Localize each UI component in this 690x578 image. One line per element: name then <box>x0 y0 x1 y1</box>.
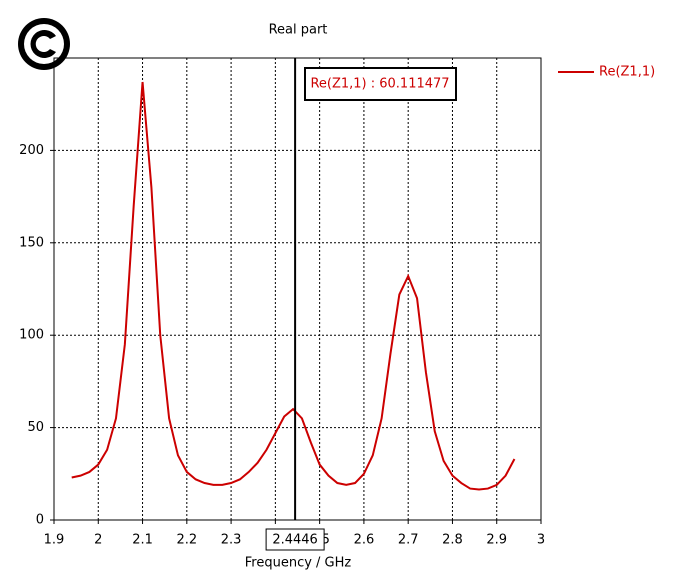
legend-label: Re(Z1,1) <box>599 65 655 80</box>
y-tick-label: 0 <box>36 513 44 528</box>
x-tick-label: 2.2 <box>176 533 197 548</box>
x-tick-label: 3 <box>537 533 545 548</box>
y-tick-label: 200 <box>19 143 44 158</box>
x-tick-label: 2 <box>94 533 102 548</box>
x-tick-label: 2.7 <box>398 533 419 548</box>
y-tick-label: 150 <box>19 235 44 250</box>
series-line <box>71 81 516 491</box>
x-axis-label: Frequency / GHz <box>245 556 352 571</box>
x-tick-label: 2.9 <box>486 533 507 548</box>
logo <box>18 18 70 70</box>
annotation: Re(Z1,1) : 60.111477 <box>310 77 449 92</box>
y-tick-label: 50 <box>27 420 44 435</box>
x-tick-label: 2.3 <box>221 533 242 548</box>
marker-label: 2.4446 <box>272 533 318 548</box>
x-tick-label: 2.6 <box>354 533 375 548</box>
marker-label-box <box>265 528 325 551</box>
x-tick-label: 1.9 <box>44 533 65 548</box>
y-tick-label: 100 <box>19 328 44 343</box>
chart-title: Real part <box>269 23 328 38</box>
annotation-box <box>304 67 457 101</box>
x-tick-label: 2.8 <box>442 533 463 548</box>
plot-area <box>53 57 542 521</box>
x-tick-label: 2.1 <box>132 533 153 548</box>
